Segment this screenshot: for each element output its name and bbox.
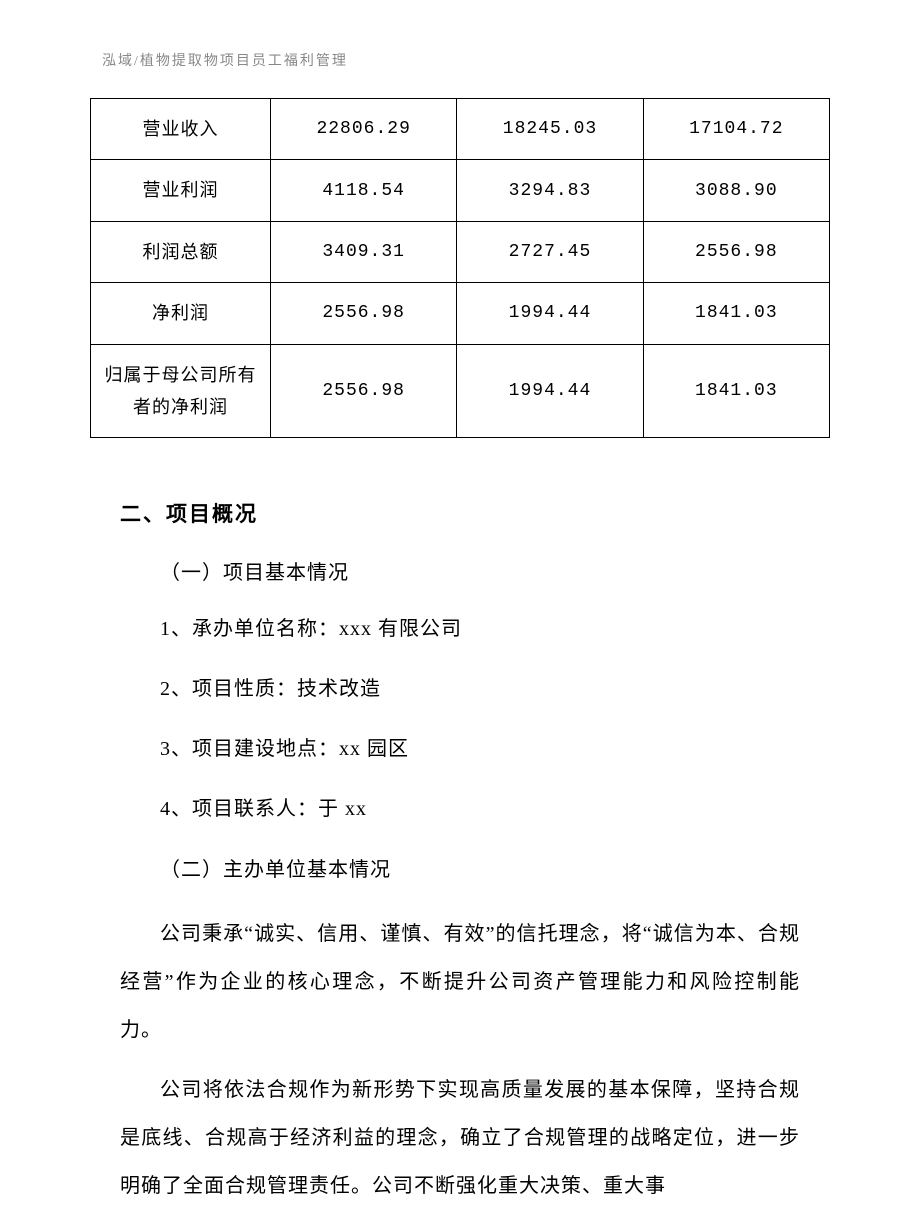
list-item: 4、项目联系人：于 xx [120, 793, 800, 825]
table-row: 营业利润 4118.54 3294.83 3088.90 [91, 160, 830, 221]
cell-value: 1994.44 [457, 283, 643, 344]
cell-value: 3088.90 [643, 160, 829, 221]
cell-value: 1841.03 [643, 283, 829, 344]
row-label: 归属于母公司所有者的净利润 [91, 344, 271, 438]
table-row: 归属于母公司所有者的净利润 2556.98 1994.44 1841.03 [91, 344, 830, 438]
table-row: 净利润 2556.98 1994.44 1841.03 [91, 283, 830, 344]
list-item: 3、项目建设地点：xx 园区 [120, 733, 800, 765]
list-item: 2、项目性质：技术改造 [120, 673, 800, 705]
table-row: 利润总额 3409.31 2727.45 2556.98 [91, 221, 830, 282]
section-heading: 二、项目概况 [120, 498, 800, 528]
row-label: 净利润 [91, 283, 271, 344]
list-item: 1、承办单位名称：xxx 有限公司 [120, 613, 800, 645]
cell-value: 18245.03 [457, 99, 643, 160]
cell-value: 4118.54 [271, 160, 457, 221]
cell-value: 22806.29 [271, 99, 457, 160]
table-row: 营业收入 22806.29 18245.03 17104.72 [91, 99, 830, 160]
sub-heading: （二）主办单位基本情况 [120, 853, 800, 882]
cell-value: 2727.45 [457, 221, 643, 282]
cell-value: 2556.98 [271, 344, 457, 438]
page-header: 泓域/植物提取物项目员工福利管理 [90, 50, 830, 70]
cell-value: 1994.44 [457, 344, 643, 438]
sub-heading: （一）项目基本情况 [120, 556, 800, 585]
paragraph: 公司将依法合规作为新形势下实现高质量发展的基本保障，坚持合规是底线、合规高于经济… [120, 1066, 800, 1210]
cell-value: 3294.83 [457, 160, 643, 221]
row-label: 营业利润 [91, 160, 271, 221]
row-label: 营业收入 [91, 99, 271, 160]
cell-value: 2556.98 [271, 283, 457, 344]
cell-value: 1841.03 [643, 344, 829, 438]
cell-value: 3409.31 [271, 221, 457, 282]
row-label: 利润总额 [91, 221, 271, 282]
cell-value: 2556.98 [643, 221, 829, 282]
paragraph: 公司秉承“诚实、信用、谨慎、有效”的信托理念，将“诚信为本、合规经营”作为企业的… [120, 910, 800, 1054]
content-section: 二、项目概况 （一）项目基本情况 1、承办单位名称：xxx 有限公司 2、项目性… [90, 498, 830, 1210]
financial-table: 营业收入 22806.29 18245.03 17104.72 营业利润 411… [90, 98, 830, 438]
cell-value: 17104.72 [643, 99, 829, 160]
